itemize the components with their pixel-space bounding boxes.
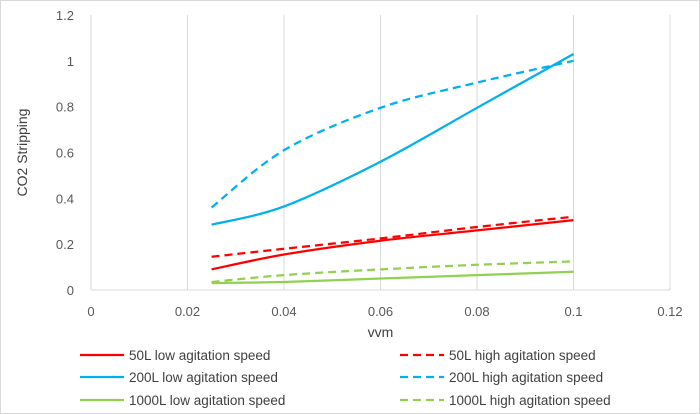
y-tick-label: 0.2: [56, 237, 74, 252]
legend: 50L low agitation speed 50L high agitatio…: [80, 348, 611, 408]
series-line-50l-low-agitation-speed: [211, 218, 574, 271]
gridlines: [90, 15, 671, 290]
x-tick-label: 0.04: [271, 304, 296, 319]
series-line-200l-low-agitation-speed: [211, 53, 575, 226]
y-tick-label: 0.6: [56, 146, 74, 161]
y-tick-label: 0.8: [56, 100, 74, 115]
x-tick-labels: 0 0.02 0.04 0.06 0.08 0.1 0.12: [87, 304, 682, 319]
y-tick-labels: 0 0.2 0.4 0.6 0.8 1 1.2: [56, 8, 74, 298]
legend-label-50l-high-agitation-speed: 50L high agitation speed: [449, 348, 596, 363]
series-line-1000l-low-agitation-speed: [211, 270, 574, 285]
x-tick-label: 0.1: [564, 304, 582, 319]
legend-label-200l-high-agitation-speed: 200L high agitation speed: [449, 370, 603, 385]
y-tick-label: 1: [67, 54, 74, 69]
x-axis-title: vvm: [368, 324, 394, 340]
series-line-50l-high-agitation-speed: [211, 215, 574, 258]
legend-label-50l-low-agitation-speed: 50L low agitation speed: [129, 348, 270, 363]
x-tick-label: 0.08: [464, 304, 489, 319]
legend-label-200l-low-agitation-speed: 200L low agitation speed: [129, 370, 278, 385]
y-tick-label: 0.4: [56, 191, 74, 206]
x-tick-label: 0.02: [175, 304, 200, 319]
y-tick-label: 0: [67, 283, 74, 298]
x-tick-label: 0.06: [368, 304, 393, 319]
series-lines: [210, 53, 575, 285]
y-tick-label: 1.2: [56, 8, 74, 23]
series-line-200l-high-agitation-speed: [210, 59, 574, 209]
legend-label-1000l-low-agitation-speed: 1000L low agitation speed: [129, 393, 285, 408]
y-axis-title: CO2 Stripping: [14, 109, 30, 197]
legend-label-1000l-high-agitation-speed: 1000L high agitation speed: [449, 393, 611, 408]
x-tick-label: 0.12: [657, 304, 682, 319]
series-line-1000l-high-agitation-speed: [211, 260, 574, 284]
x-tick-label: 0: [87, 304, 94, 319]
